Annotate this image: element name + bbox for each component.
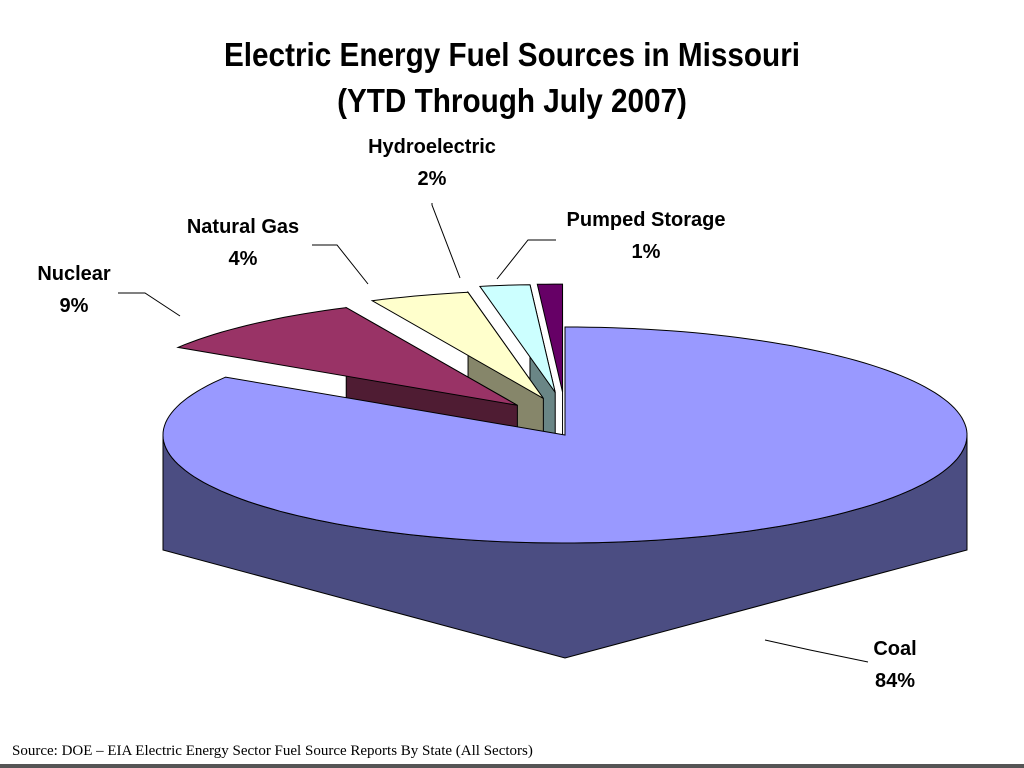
slice-top-nuclear [176,307,518,406]
value-label-nuclear: 9% [60,295,89,317]
leader-hydroelectric [431,203,461,279]
label-nuclear: Nuclear [37,263,111,285]
value-label-pumped-storage: 1% [632,241,661,263]
leader-lines [118,203,869,663]
bottom-bar [0,764,1024,768]
leader-natural-gas [312,244,369,285]
slice-labels: Coal 84% Nuclear 9% Natural Gas 4% Hydroelectr… [37,136,916,692]
leader-nuclear [118,292,181,317]
label-natural-gas: Natural Gas [187,216,299,238]
leader-pumped-storage [496,239,556,280]
slice-top-pumped-storage [536,283,564,393]
pie-slices [162,283,968,659]
slice-top-coal [162,326,968,544]
label-pumped-storage: Pumped Storage [567,209,726,231]
label-coal: Coal [873,638,916,660]
chart-subtitle: (YTD Through July 2007) [337,82,687,119]
chart-title: Electric Energy Fuel Sources in Missouri [223,36,801,73]
leader-coal [764,639,869,663]
slice-top-natural-gas [370,291,544,399]
label-hydroelectric: Hydroelectric [368,136,496,158]
value-label-hydroelectric: 2% [418,168,447,190]
slice-coal [162,326,968,659]
source-note: Source: DOE – EIA Electric Energy Sector… [12,743,533,759]
slice-top-hydroelectric [478,284,556,393]
value-label-natural-gas: 4% [229,248,258,270]
chart-title-block: Electric Energy Fuel Sources in Missouri… [51,32,973,124]
value-label-coal: 84% [875,670,915,692]
